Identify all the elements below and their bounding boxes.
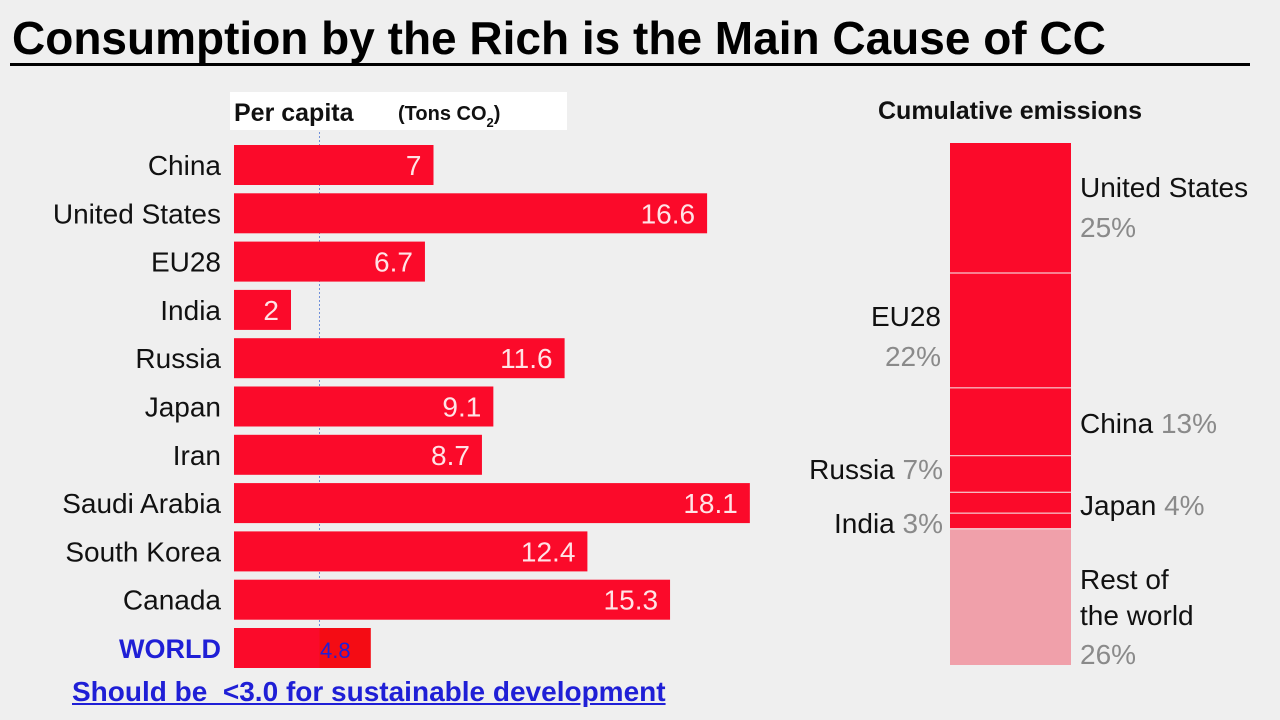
bar-canada	[234, 579, 671, 620]
segment-name-japan: Japan	[1080, 490, 1164, 521]
segment-pct-russia: 7%	[903, 454, 943, 485]
segment-pct-united-states: 25%	[1080, 212, 1136, 243]
value-label-saudi-arabia: 18.1	[683, 488, 738, 519]
segment-label-rest-of-the-world: Rest of	[1080, 564, 1169, 595]
segment-pct-japan: 4%	[1164, 490, 1204, 521]
segment-name-china: China	[1080, 408, 1161, 439]
category-label-japan: Japan	[145, 392, 221, 423]
page-title: Consumption by the Rich is the Main Caus…	[12, 12, 1106, 64]
value-label-russia: 11.6	[500, 343, 552, 374]
category-label-canada: Canada	[123, 585, 222, 616]
segment-russia	[950, 456, 1071, 493]
unit-suffix: )	[494, 103, 501, 125]
segment-pct-rest-of-the-world: 26%	[1080, 639, 1136, 670]
category-label-china: China	[148, 150, 222, 181]
value-label-eu28: 6.7	[374, 247, 413, 278]
category-label-eu28: EU28	[151, 247, 221, 278]
value-label-china: 7	[406, 150, 422, 181]
category-label-india: India	[160, 295, 221, 326]
segment-name-russia: Russia	[809, 454, 902, 485]
bar-japan	[234, 386, 494, 427]
sustainability-note[interactable]: Should be <3.0 for sustainable developme…	[72, 676, 666, 707]
category-label-south-korea: South Korea	[65, 536, 221, 567]
segment-pct-eu28: 22%	[885, 341, 941, 372]
bar-world	[234, 628, 320, 668]
per-capita-title: Per capita	[234, 99, 355, 127]
bar-south-korea	[234, 531, 588, 572]
cumulative-emissions-chart: Cumulative emissions United States 25% EU2…	[809, 97, 1248, 670]
value-label-south-korea: 12.4	[521, 536, 576, 567]
bar-china	[234, 145, 434, 185]
category-label-united-states: United States	[53, 198, 221, 229]
category-label-russia: Russia	[135, 343, 221, 374]
value-label-japan: 9.1	[442, 392, 481, 423]
segment-pct-india: 3%	[903, 508, 943, 539]
segment-eu28	[950, 273, 1071, 389]
segment-name-india: India	[834, 508, 903, 539]
category-label-world: WORLD	[119, 634, 221, 664]
segment-label-japan: Japan 4%	[1080, 490, 1205, 521]
segment-india	[950, 513, 1071, 530]
category-label-iran: Iran	[173, 440, 221, 471]
value-label-india: 2	[263, 295, 279, 326]
value-label-iran: 8.7	[431, 440, 470, 471]
bar-russia	[234, 338, 565, 379]
per-capita-header-bg	[230, 92, 567, 130]
cumulative-title: Cumulative emissions	[878, 97, 1142, 125]
bar-united-states	[234, 193, 708, 234]
value-label-world: 4.8	[320, 638, 351, 663]
per-capita-unit: (Tons CO2)	[398, 103, 500, 130]
bar-eu28	[234, 241, 425, 282]
value-label-united-states: 16.6	[641, 198, 696, 229]
segment-label-rest-of-the-world-line2: the world	[1080, 600, 1194, 631]
category-label-saudi-arabia: Saudi Arabia	[62, 488, 221, 519]
segment-label-united-states: United States	[1080, 172, 1248, 203]
segment-pct-china: 13%	[1161, 408, 1217, 439]
segment-label-eu28: EU28	[871, 301, 941, 332]
segment-label-india: India 3%	[834, 508, 943, 539]
value-label-canada: 15.3	[604, 585, 659, 616]
segment-rest-of-the-world	[950, 529, 1071, 665]
unit-subscript: 2	[487, 115, 494, 130]
bar-saudi-arabia	[234, 483, 750, 524]
bar-iran	[234, 434, 482, 475]
title-underline	[10, 63, 1250, 66]
unit-prefix: (Tons CO	[398, 103, 487, 125]
segment-label-russia: Russia 7%	[809, 454, 943, 485]
segment-china	[950, 388, 1071, 457]
bar-world-segment	[319, 628, 371, 668]
bar-india	[234, 289, 291, 330]
segment-united-states	[950, 143, 1071, 274]
segment-japan	[950, 492, 1071, 514]
segment-label-china: China 13%	[1080, 408, 1217, 439]
